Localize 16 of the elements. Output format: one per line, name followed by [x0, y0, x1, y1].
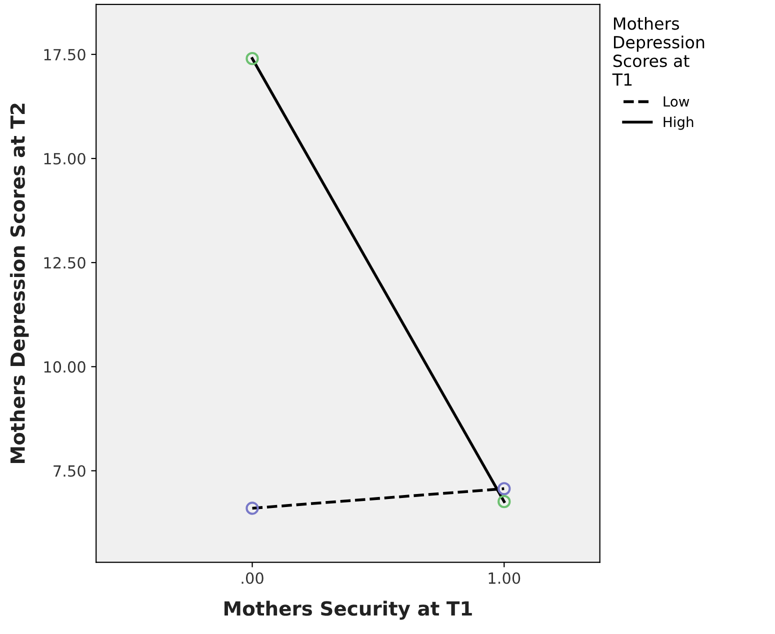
point	[246, 52, 259, 66]
legend-title: Mothers Depression Scores at T1	[612, 16, 704, 86]
y-tick-label: 15.00	[44, 152, 86, 165]
point	[498, 494, 511, 508]
legend-label: Low	[664, 96, 690, 107]
x-tick-label: 1.00	[488, 572, 520, 584]
y-tick-label: 17.50	[44, 48, 86, 60]
point	[498, 482, 511, 496]
point	[246, 502, 259, 515]
x-axis-title: Mothers Security at T1	[224, 600, 472, 620]
x-tick-label: .00	[242, 572, 264, 584]
legend-label: High	[664, 116, 694, 130]
y-tick-label: 12.50	[44, 257, 86, 269]
y-tick-label: 10.00	[44, 361, 86, 373]
y-tick-label: 7.50	[54, 465, 86, 477]
y-axis-title: Mothers Depression Scores at T2	[10, 104, 29, 463]
